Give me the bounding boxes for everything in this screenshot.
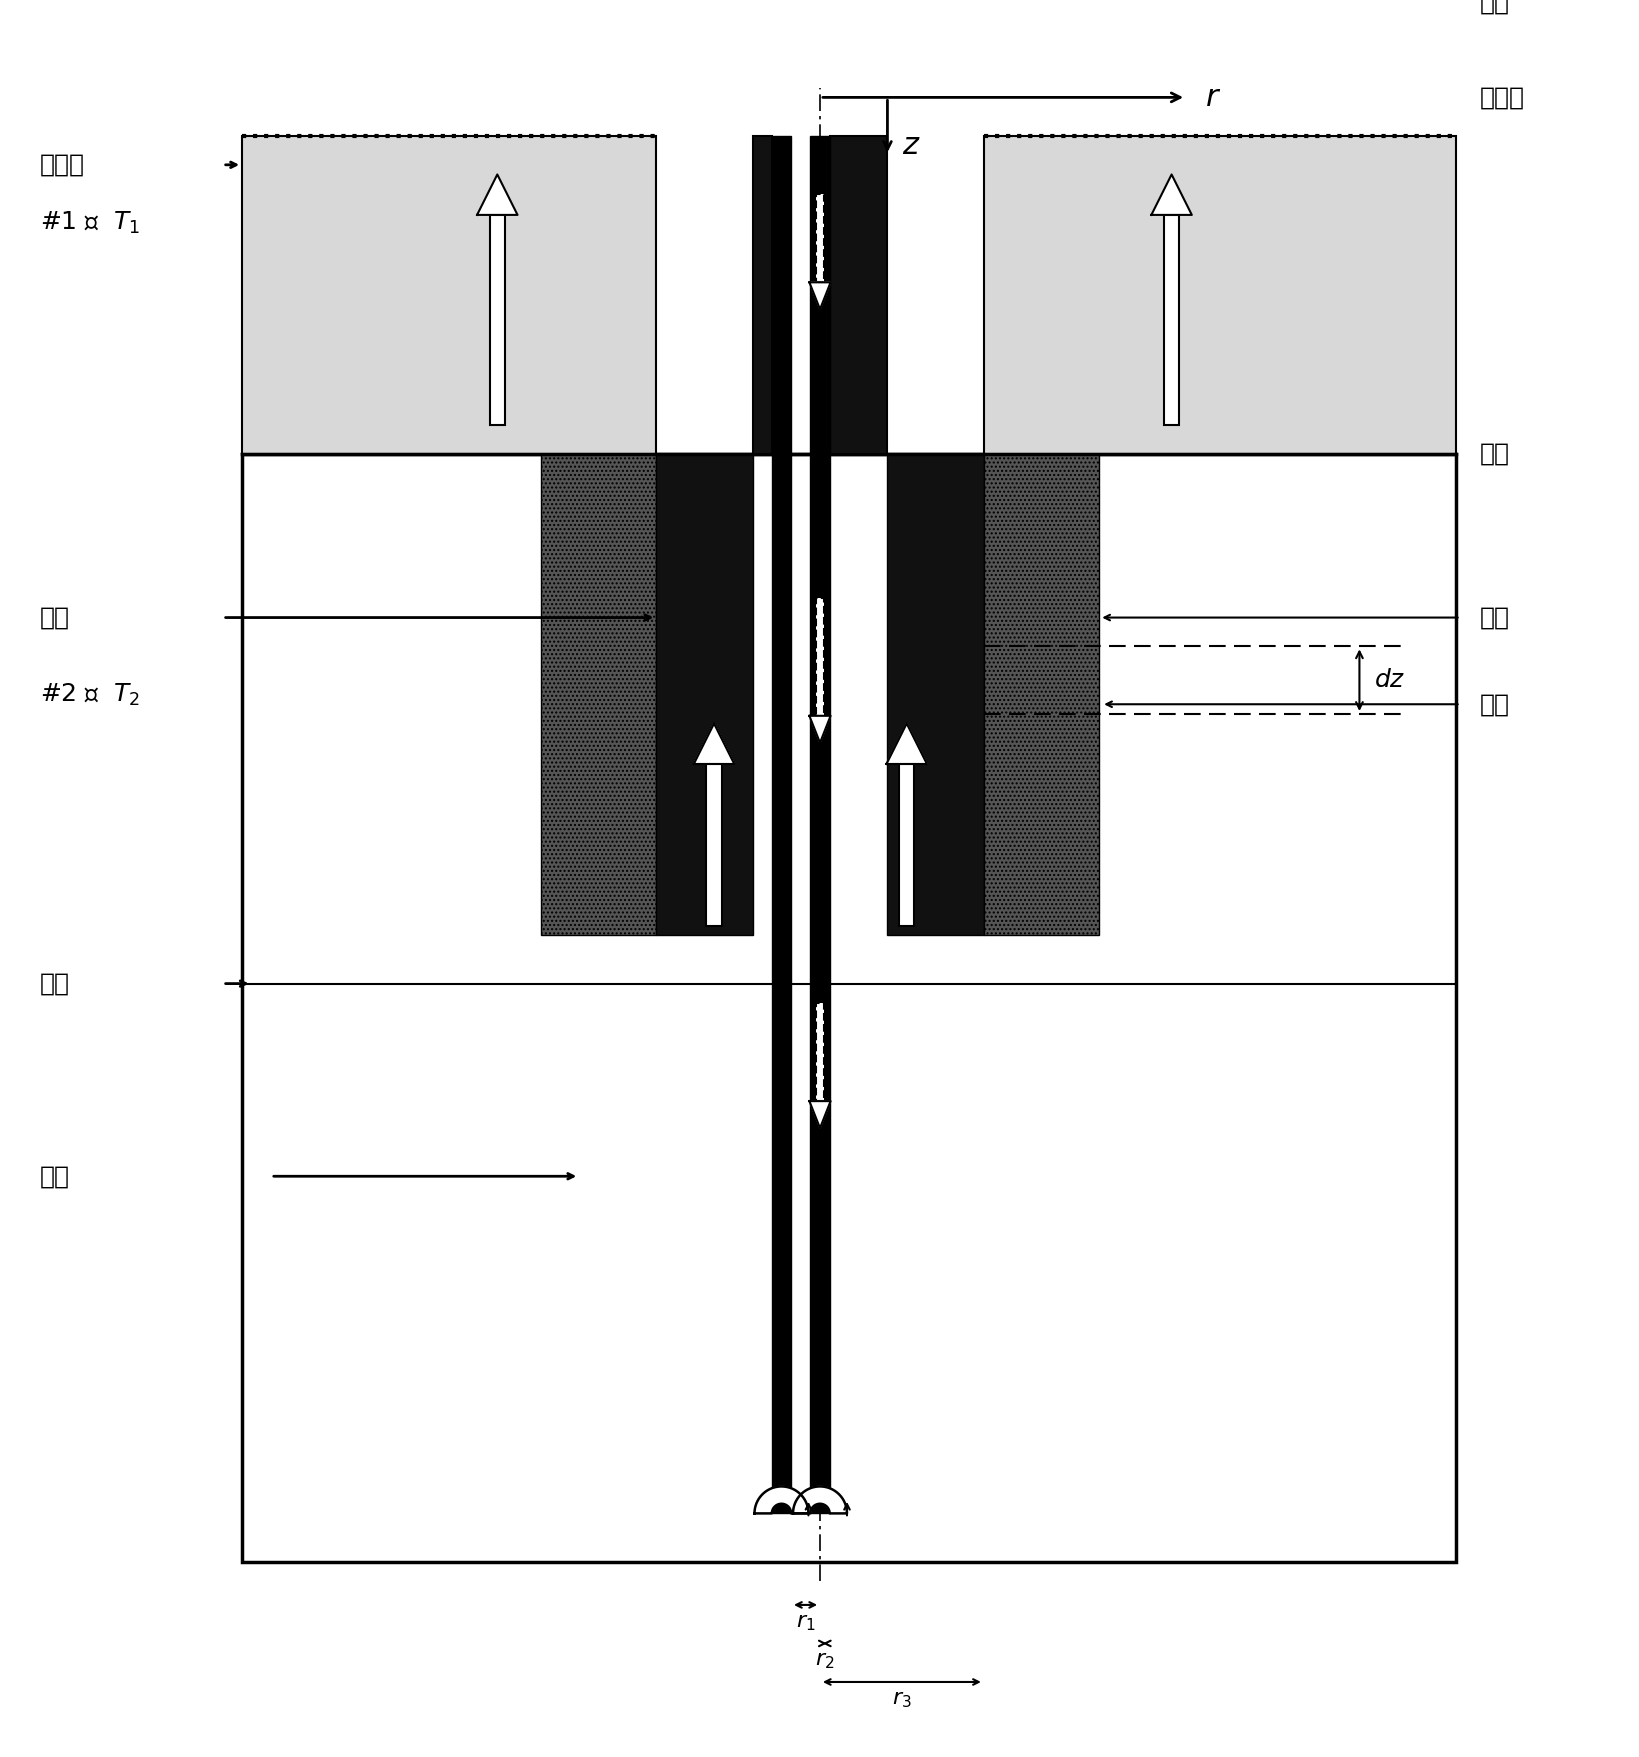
Bar: [810, 135, 829, 1513]
Text: 水泥: 水泥: [1478, 692, 1510, 717]
Text: 钻柱内: 钻柱内: [39, 153, 85, 177]
Text: #1 区  $T_1$: #1 区 $T_1$: [39, 209, 139, 235]
Text: $r_3$: $r_3$: [892, 1690, 911, 1710]
Polygon shape: [887, 724, 926, 764]
Bar: [752, 135, 772, 453]
Text: #2 区  $T_2$: #2 区 $T_2$: [39, 682, 139, 708]
Bar: [816, 193, 823, 283]
Text: 套管: 套管: [1478, 606, 1510, 629]
Polygon shape: [793, 1486, 846, 1513]
Bar: [983, 135, 1455, 453]
Polygon shape: [810, 1102, 829, 1128]
Text: $r_2$: $r_2$: [815, 1652, 834, 1671]
Bar: [541, 453, 656, 935]
Text: 海水: 海水: [1478, 0, 1510, 16]
Bar: [898, 764, 915, 926]
Text: 海平面: 海平面: [1478, 86, 1524, 109]
Text: $r$: $r$: [1205, 83, 1221, 112]
Bar: [829, 135, 887, 453]
Bar: [656, 453, 752, 935]
Bar: [772, 135, 790, 1513]
Polygon shape: [754, 1486, 808, 1513]
Bar: [1164, 214, 1178, 425]
Bar: [983, 453, 1098, 935]
Bar: [243, 453, 1455, 1562]
Bar: [243, 135, 656, 453]
Bar: [887, 453, 983, 935]
Text: 环空: 环空: [39, 606, 70, 629]
Polygon shape: [1151, 174, 1192, 214]
Bar: [816, 599, 823, 715]
Text: 地层: 地层: [39, 1165, 70, 1188]
Text: $r_1$: $r_1$: [795, 1613, 815, 1632]
Polygon shape: [810, 283, 829, 309]
Polygon shape: [810, 715, 829, 743]
Text: $z$: $z$: [901, 132, 919, 160]
Bar: [816, 1003, 823, 1102]
Bar: [706, 764, 721, 926]
Polygon shape: [477, 174, 518, 214]
Bar: [490, 214, 505, 425]
Text: 泥线: 泥线: [1478, 441, 1510, 466]
Polygon shape: [693, 724, 734, 764]
Text: $dz$: $dz$: [1373, 668, 1405, 692]
Text: 界面: 界面: [39, 972, 70, 996]
